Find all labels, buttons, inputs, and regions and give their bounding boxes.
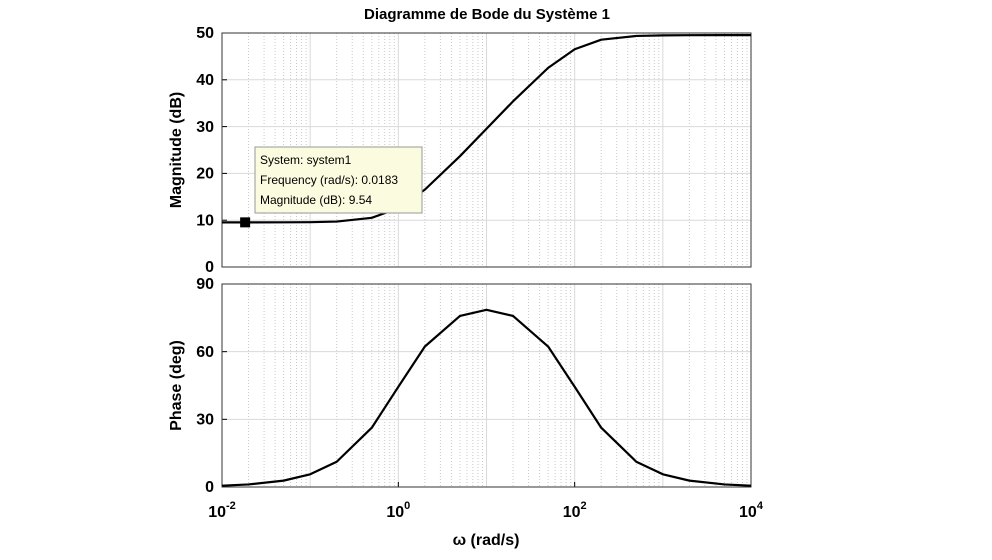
x-tick-label: 100 [386,500,410,521]
datatip-text: Magnitude (dB): 9.54 [260,193,372,207]
y-tick-label: 60 [196,344,214,361]
line-series [221,308,752,487]
y-axis-label: Magnitude (dB) [168,92,185,208]
datatip-marker [240,217,251,228]
chart-title: Diagramme de Bode du Système 1 [364,6,610,23]
plot-frame [221,32,752,268]
y-tick-label: 30 [196,119,214,136]
y-tick-label: 50 [196,25,214,42]
y-tick-label: 10 [196,212,214,229]
y-tick-label: 0 [205,259,214,276]
x-tick-label: 102 [563,500,587,521]
datatip-box [254,146,423,214]
y-tick-label: 90 [196,276,214,293]
y-tick-label: 30 [196,412,214,429]
y-axis-label: Phase (deg) [168,340,185,431]
x-tick-label: 10-2 [208,500,236,521]
line-series [222,34,751,224]
x-tick-label: 104 [739,500,764,521]
datatip-text: Frequency (rad/s): 0.0183 [260,173,398,187]
y-tick-label: 0 [205,479,214,496]
datatip-text: System: system1 [260,153,352,167]
plot-frame [221,283,752,488]
y-tick-label: 20 [196,166,214,183]
y-tick-label: 40 [196,72,214,89]
x-axis-label: ω (rad/s) [453,532,520,549]
